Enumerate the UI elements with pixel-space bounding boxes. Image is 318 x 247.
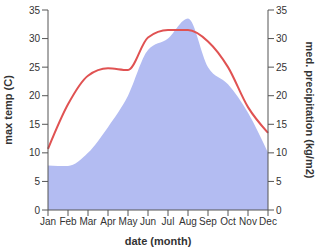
- svg-text:25: 25: [29, 62, 41, 73]
- svg-text:30: 30: [29, 33, 41, 44]
- svg-text:Apr: Apr: [100, 216, 116, 227]
- svg-text:Oct: Oct: [220, 216, 236, 227]
- svg-text:Jul: Jul: [162, 216, 175, 227]
- svg-text:10: 10: [276, 147, 288, 158]
- svg-text:Jan: Jan: [40, 216, 56, 227]
- svg-text:May: May: [119, 216, 138, 227]
- svg-text:20: 20: [276, 90, 288, 101]
- svg-text:0: 0: [276, 205, 282, 216]
- svg-text:15: 15: [276, 119, 288, 130]
- svg-text:Aug: Aug: [179, 216, 197, 227]
- svg-text:35: 35: [276, 5, 288, 16]
- svg-text:Nov: Nov: [239, 216, 257, 227]
- svg-text:date (month): date (month): [125, 235, 192, 247]
- svg-text:0: 0: [34, 205, 40, 216]
- svg-text:Mar: Mar: [79, 216, 97, 227]
- svg-text:30: 30: [276, 33, 288, 44]
- svg-text:15: 15: [29, 119, 41, 130]
- svg-text:5: 5: [276, 176, 282, 187]
- svg-text:35: 35: [29, 5, 41, 16]
- svg-text:med. precipitation (kg/m2): med. precipitation (kg/m2): [304, 42, 310, 179]
- svg-text:20: 20: [29, 90, 41, 101]
- svg-text:10: 10: [29, 147, 41, 158]
- svg-text:Sep: Sep: [199, 216, 217, 227]
- svg-text:max temp (C): max temp (C): [8, 75, 14, 145]
- svg-text:25: 25: [276, 62, 288, 73]
- svg-text:Feb: Feb: [59, 216, 77, 227]
- svg-text:Dec: Dec: [259, 216, 277, 227]
- svg-text:Jun: Jun: [140, 216, 156, 227]
- svg-text:5: 5: [34, 176, 40, 187]
